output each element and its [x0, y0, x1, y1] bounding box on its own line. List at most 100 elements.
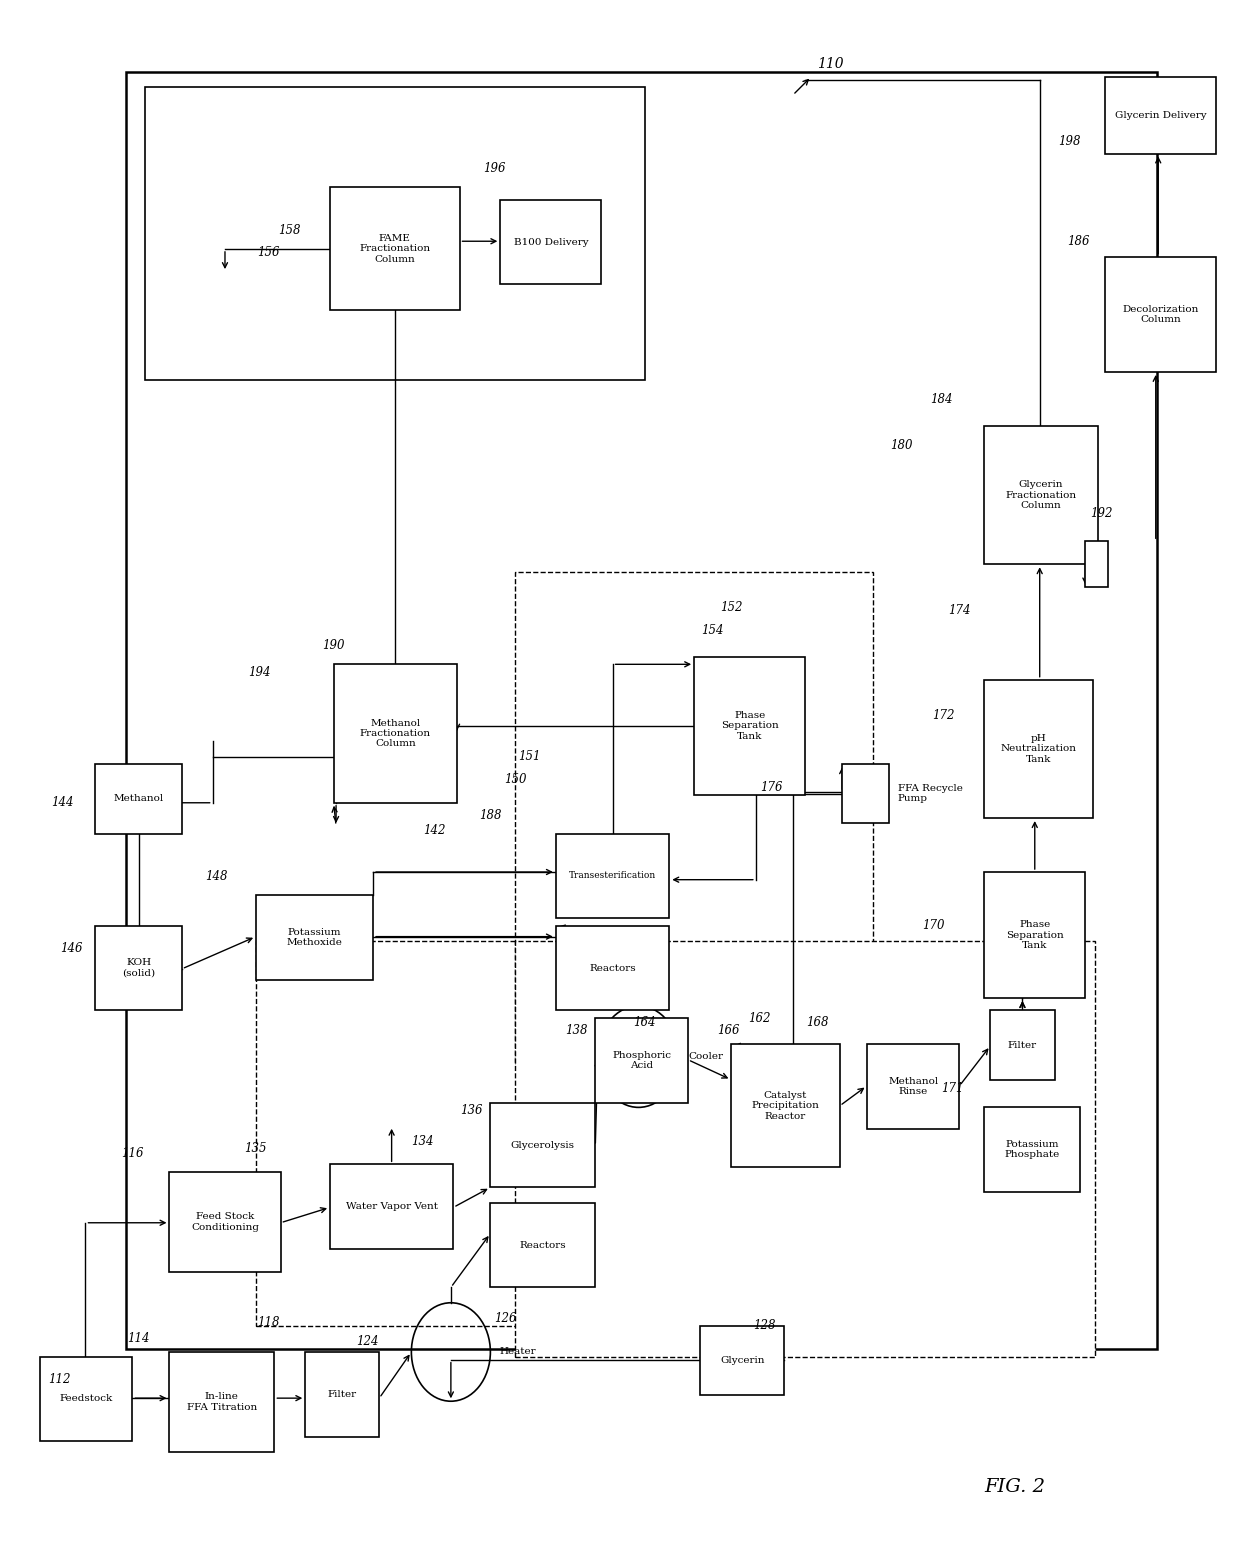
Bar: [701, 1326, 784, 1396]
Bar: [500, 199, 601, 284]
Bar: [985, 872, 1085, 997]
Text: 114: 114: [128, 1331, 150, 1345]
Text: 196: 196: [482, 162, 506, 176]
Text: 124: 124: [356, 1334, 378, 1348]
Text: 174: 174: [949, 604, 971, 618]
Text: In-line
FFA Titration: In-line FFA Titration: [187, 1393, 257, 1411]
Text: 184: 184: [930, 394, 952, 406]
Text: Phase
Separation
Tank: Phase Separation Tank: [1006, 920, 1064, 950]
Bar: [556, 926, 670, 1010]
Text: 128: 128: [753, 1319, 776, 1332]
Text: 190: 190: [322, 639, 345, 653]
Text: 180: 180: [890, 440, 913, 452]
Text: 144: 144: [51, 797, 73, 809]
Text: 112: 112: [48, 1373, 71, 1387]
Bar: [595, 1017, 688, 1102]
Bar: [515, 571, 873, 1064]
Bar: [1105, 77, 1216, 153]
Bar: [255, 942, 620, 1326]
Text: 172: 172: [932, 709, 955, 721]
Text: 166: 166: [718, 1024, 740, 1038]
Bar: [334, 664, 458, 803]
Bar: [842, 764, 889, 823]
Text: 188: 188: [479, 809, 502, 821]
Text: 152: 152: [720, 601, 743, 615]
Text: Phosphoric
Acid: Phosphoric Acid: [613, 1051, 671, 1070]
Bar: [95, 764, 182, 834]
Text: pH
Neutralization
Tank: pH Neutralization Tank: [1001, 733, 1076, 764]
Text: 170: 170: [923, 919, 945, 933]
Text: FIG. 2: FIG. 2: [985, 1478, 1045, 1496]
Bar: [991, 1010, 1054, 1079]
Text: 135: 135: [244, 1143, 267, 1155]
Text: 126: 126: [494, 1312, 516, 1325]
Text: 110: 110: [817, 57, 843, 71]
Text: Cooler: Cooler: [688, 1051, 723, 1061]
Text: Feed Stock
Conditioning: Feed Stock Conditioning: [191, 1212, 259, 1232]
Text: 142: 142: [424, 824, 446, 837]
Text: Filter: Filter: [327, 1390, 357, 1399]
Bar: [985, 679, 1092, 818]
Bar: [694, 656, 805, 795]
Bar: [255, 896, 373, 980]
Text: 171: 171: [941, 1082, 963, 1095]
Text: FFA Recycle
Pump: FFA Recycle Pump: [898, 784, 962, 803]
Text: 198: 198: [1058, 134, 1080, 148]
Bar: [985, 1107, 1080, 1192]
Bar: [145, 88, 645, 380]
Text: Potassium
Methoxide: Potassium Methoxide: [286, 928, 342, 946]
Bar: [170, 1172, 280, 1272]
Text: Methanol
Rinse: Methanol Rinse: [888, 1076, 939, 1096]
Text: 186: 186: [1066, 235, 1089, 247]
Text: 151: 151: [518, 750, 541, 763]
Bar: [330, 1164, 454, 1249]
Text: 194: 194: [248, 665, 270, 678]
Bar: [867, 1044, 960, 1129]
Text: Heater: Heater: [498, 1348, 536, 1357]
Text: Glycerolysis: Glycerolysis: [511, 1141, 575, 1150]
Text: Methanol
Fractionation
Column: Methanol Fractionation Column: [360, 718, 430, 749]
Text: 164: 164: [634, 1016, 656, 1030]
Text: Filter: Filter: [1008, 1041, 1037, 1050]
Text: 158: 158: [278, 224, 300, 236]
Text: Reactors: Reactors: [589, 963, 636, 973]
Text: 168: 168: [806, 1016, 828, 1030]
Text: Transesterification: Transesterification: [569, 871, 656, 880]
Text: 118: 118: [257, 1317, 279, 1329]
Bar: [1085, 542, 1107, 587]
Bar: [40, 1357, 133, 1441]
Text: KOH
(solid): KOH (solid): [122, 959, 155, 977]
Text: Reactors: Reactors: [520, 1240, 567, 1249]
Text: B100 Delivery: B100 Delivery: [513, 238, 588, 247]
Bar: [330, 187, 460, 310]
Text: Decolorization
Column: Decolorization Column: [1122, 304, 1199, 324]
Text: Glycerin Delivery: Glycerin Delivery: [1115, 111, 1207, 119]
Text: 134: 134: [412, 1135, 434, 1147]
Bar: [556, 834, 670, 919]
Bar: [490, 1203, 595, 1288]
Text: 138: 138: [565, 1024, 588, 1038]
Bar: [126, 73, 1157, 1349]
Text: Feedstock: Feedstock: [60, 1394, 113, 1403]
Text: Glycerin
Fractionation
Column: Glycerin Fractionation Column: [1006, 480, 1076, 510]
Text: Methanol: Methanol: [113, 795, 164, 803]
Text: 156: 156: [257, 245, 279, 258]
Bar: [490, 1102, 595, 1187]
Bar: [1105, 256, 1216, 372]
Bar: [305, 1353, 379, 1436]
Text: 154: 154: [702, 624, 724, 638]
Text: 116: 116: [122, 1147, 144, 1160]
Text: 148: 148: [205, 871, 228, 883]
Text: FAME
Fractionation
Column: FAME Fractionation Column: [360, 235, 430, 264]
Text: Water Vapor Vent: Water Vapor Vent: [346, 1203, 438, 1210]
Text: 162: 162: [748, 1011, 771, 1025]
Bar: [170, 1353, 274, 1451]
Text: 192: 192: [1090, 506, 1112, 520]
Text: Glycerin: Glycerin: [720, 1356, 764, 1365]
Text: 176: 176: [760, 781, 784, 794]
Text: 146: 146: [61, 942, 83, 956]
Bar: [515, 942, 1095, 1357]
Bar: [985, 426, 1097, 564]
Text: Phase
Separation
Tank: Phase Separation Tank: [720, 710, 779, 741]
Bar: [732, 1044, 839, 1167]
